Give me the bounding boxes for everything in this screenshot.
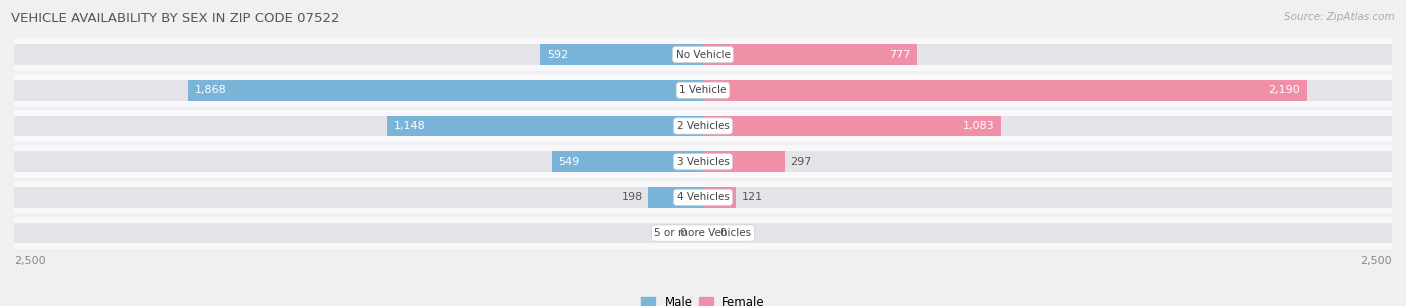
Text: No Vehicle: No Vehicle [675, 50, 731, 60]
Bar [14, 38, 1392, 71]
Bar [703, 80, 1392, 101]
Text: 777: 777 [889, 50, 910, 60]
Bar [703, 187, 1392, 208]
Bar [540, 44, 703, 65]
Bar [703, 116, 1001, 136]
Bar [703, 187, 737, 208]
Bar [703, 151, 1392, 172]
Text: 1 Vehicle: 1 Vehicle [679, 85, 727, 95]
Bar [14, 223, 703, 244]
Text: 0: 0 [679, 228, 686, 238]
Text: 121: 121 [742, 192, 763, 202]
Text: 3 Vehicles: 3 Vehicles [676, 157, 730, 167]
Bar [703, 44, 1392, 65]
Bar [703, 80, 1306, 101]
Bar [14, 145, 1392, 178]
Bar [14, 110, 1392, 142]
Text: 592: 592 [547, 50, 568, 60]
Text: 5 or more Vehicles: 5 or more Vehicles [654, 228, 752, 238]
Bar [387, 116, 703, 136]
Legend: Male, Female: Male, Female [637, 291, 769, 306]
Text: 1,083: 1,083 [963, 121, 994, 131]
Bar [703, 116, 1392, 136]
Text: 2,500: 2,500 [1361, 256, 1392, 266]
Bar [188, 80, 703, 101]
Bar [14, 44, 703, 65]
Text: 0: 0 [720, 228, 727, 238]
Bar [703, 151, 785, 172]
Text: 2,500: 2,500 [14, 256, 45, 266]
Text: 1,868: 1,868 [195, 85, 226, 95]
Text: 549: 549 [558, 157, 579, 167]
Text: 2 Vehicles: 2 Vehicles [676, 121, 730, 131]
Text: 1,148: 1,148 [394, 121, 425, 131]
Text: 4 Vehicles: 4 Vehicles [676, 192, 730, 202]
Text: 297: 297 [790, 157, 811, 167]
Bar [14, 181, 1392, 214]
Bar [703, 223, 1392, 244]
Bar [14, 116, 703, 136]
Bar [14, 151, 703, 172]
Bar [14, 187, 703, 208]
Bar [551, 151, 703, 172]
Text: 2,190: 2,190 [1268, 85, 1299, 95]
Bar [703, 44, 917, 65]
Text: VEHICLE AVAILABILITY BY SEX IN ZIP CODE 07522: VEHICLE AVAILABILITY BY SEX IN ZIP CODE … [11, 12, 340, 25]
Text: Source: ZipAtlas.com: Source: ZipAtlas.com [1284, 12, 1395, 22]
Bar [14, 80, 703, 101]
Bar [14, 74, 1392, 107]
Bar [648, 187, 703, 208]
Text: 198: 198 [621, 192, 643, 202]
Bar [14, 217, 1392, 249]
